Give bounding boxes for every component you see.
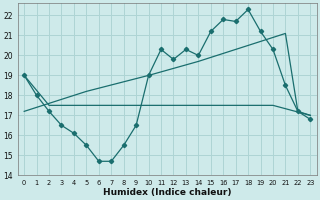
X-axis label: Humidex (Indice chaleur): Humidex (Indice chaleur): [103, 188, 231, 197]
